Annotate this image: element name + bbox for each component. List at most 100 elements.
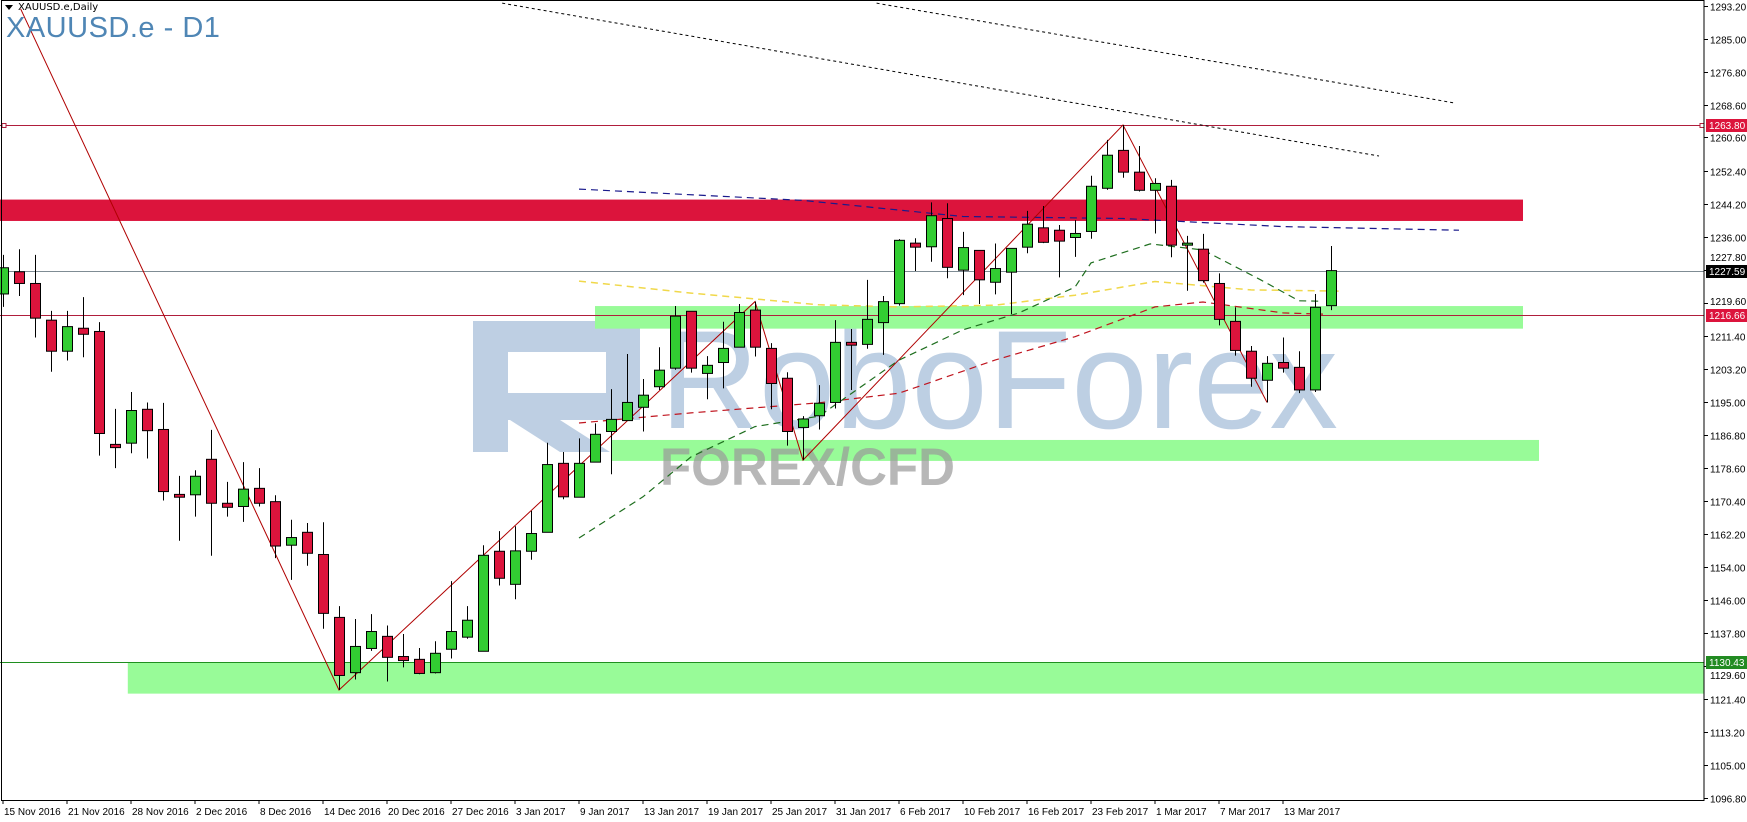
bull-candle-body: [190, 475, 201, 496]
bear-candle-body: [334, 616, 345, 676]
bull-candle-body: [606, 418, 617, 432]
chart-title: XAUUSD.e - D1: [6, 12, 221, 44]
candle: [1182, 235, 1193, 291]
bear-candle-body: [942, 218, 953, 268]
candle: [318, 522, 329, 629]
x-tick-label: 13 Mar 2017: [1284, 807, 1341, 818]
candle: [878, 295, 889, 355]
bull-candle-body: [126, 410, 137, 444]
y-tick-label: 1178.60: [1710, 465, 1746, 476]
bull-candle-body: [62, 326, 73, 352]
candle: [574, 438, 585, 498]
support-zone: [127, 662, 1704, 694]
candle: [734, 304, 745, 348]
collapse-triangle-icon[interactable]: [5, 5, 13, 10]
support-zone: [611, 439, 1539, 461]
bear-candle-body: [110, 443, 121, 449]
bear-candle-body: [14, 271, 25, 284]
bear-candle-body: [1118, 149, 1129, 173]
line-anchor-handle[interactable]: [1, 123, 7, 128]
y-tick-label: 1227.80: [1710, 253, 1747, 264]
candle: [894, 239, 905, 306]
candle: [126, 391, 137, 454]
price-label-box: [1706, 265, 1747, 278]
bull-candle-body: [542, 464, 553, 533]
y-tick-label: 1096.80: [1710, 795, 1747, 806]
candle: [766, 343, 777, 410]
bear-candle-body: [414, 658, 425, 674]
candle: [942, 203, 953, 279]
candle: [0, 254, 9, 307]
candle: [1070, 220, 1081, 257]
y-tick-label: 1219.60: [1710, 297, 1747, 308]
bull-candle-body: [238, 488, 249, 507]
trendline[interactable]: [876, 2, 1456, 104]
candle: [238, 462, 249, 522]
candle: [78, 297, 89, 358]
candle: [1198, 233, 1209, 283]
candle: [798, 416, 809, 461]
candle: [750, 301, 761, 357]
bear-candle-body: [1214, 282, 1225, 320]
bear-candle-body: [78, 327, 89, 335]
candle: [430, 641, 441, 674]
bear-candle-body: [974, 249, 985, 281]
candle: [62, 310, 73, 361]
y-tick-label: 1154.00: [1710, 564, 1746, 575]
candle: [1150, 178, 1161, 234]
y-tick-label: 1105.00: [1710, 762, 1746, 773]
bear-candle-body: [158, 428, 169, 493]
candle: [46, 310, 57, 372]
candle: [334, 606, 345, 690]
candle: [1214, 273, 1225, 326]
bull-candle-body: [1102, 154, 1113, 189]
bull-candle-body: [1310, 306, 1321, 391]
trendline[interactable]: [502, 2, 1380, 157]
y-tick-label: 1186.80: [1710, 432, 1746, 443]
candle: [414, 648, 425, 675]
candle: [622, 354, 633, 422]
candle: [14, 249, 25, 296]
candle: [446, 581, 457, 659]
bull-candle-body: [622, 401, 633, 422]
candle: [366, 614, 377, 651]
candle: [494, 531, 505, 586]
bear-candle-body: [94, 330, 105, 434]
candle: [1294, 351, 1305, 394]
candle: [302, 523, 313, 566]
bull-candle-body: [654, 369, 665, 388]
candle: [606, 389, 617, 475]
bull-candle-body: [798, 418, 809, 428]
roboforex-logo: [473, 321, 640, 452]
bull-candle-body: [958, 247, 969, 271]
bear-candle-body: [1246, 350, 1257, 379]
candle: [1022, 210, 1033, 254]
bull-candle-body: [990, 268, 1001, 283]
y-tick-label: 1162.20: [1710, 531, 1746, 542]
bull-candle-body: [1022, 223, 1033, 248]
candle: [638, 379, 649, 432]
y-tick-label: 1129.60: [1710, 671, 1746, 682]
candle: [1326, 245, 1337, 311]
bear-candle-body: [302, 531, 313, 554]
candle: [558, 452, 569, 500]
candle: [1038, 206, 1049, 244]
y-tick-label: 1113.20: [1710, 729, 1745, 740]
price-label-box: [1706, 309, 1747, 322]
bull-candle-body: [0, 267, 9, 295]
y-tick-label: 1252.40: [1710, 168, 1747, 179]
line-anchor-handle[interactable]: [1699, 123, 1705, 128]
candle: [30, 254, 41, 338]
bear-candle-body: [494, 550, 505, 579]
bear-candle-body: [46, 319, 57, 352]
x-tick-label: 14 Dec 2016: [324, 807, 381, 818]
y-tick-label: 1211.40: [1710, 333, 1746, 344]
bear-candle-body: [1198, 248, 1209, 282]
bull-candle-body: [718, 347, 729, 364]
candle: [542, 442, 553, 533]
candle: [270, 495, 281, 559]
x-tick-label: 15 Nov 2016: [4, 807, 61, 818]
bull-candle-body: [926, 215, 937, 248]
candle: [142, 402, 153, 459]
